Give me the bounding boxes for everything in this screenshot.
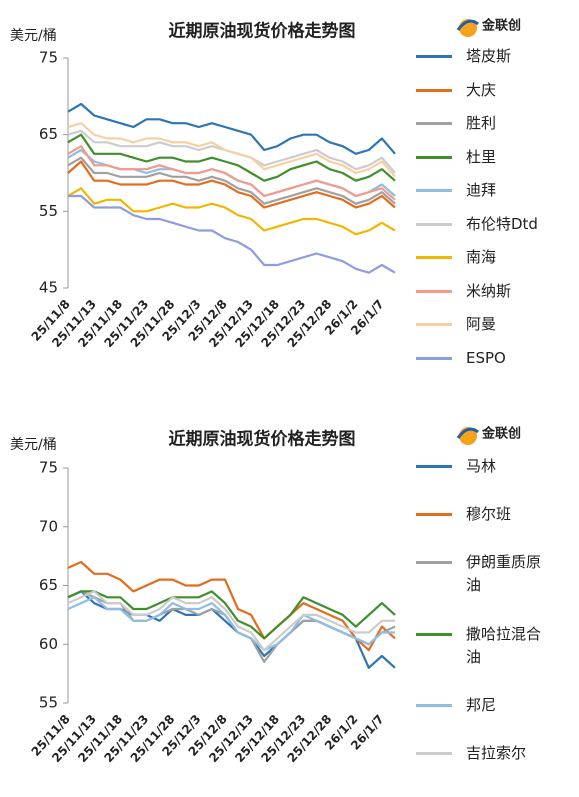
legend-item: 马林 — [416, 455, 576, 478]
legend-label: 布伦特Dtd — [466, 214, 538, 233]
series-line — [67, 187, 396, 236]
legend-label: 米纳斯 — [466, 281, 512, 300]
series-line — [68, 194, 396, 274]
legend-item: 胜利 — [416, 112, 576, 135]
logo-text: 金联创 — [481, 426, 521, 442]
legend-item: 邦尼 — [416, 694, 576, 717]
legend-label: ESPO — [466, 348, 506, 367]
legend-label: 穆尔班 — [466, 505, 512, 524]
legend-swatch — [416, 55, 452, 58]
legend-label: 塔皮斯 — [466, 47, 512, 65]
series-line — [67, 560, 396, 652]
legend-label: 伊朗重质原油 — [466, 553, 542, 595]
y-tick-label: 70 — [39, 517, 58, 535]
legend-swatch — [416, 465, 452, 468]
y-tick-label: 55 — [39, 202, 58, 220]
chart: 近期原油现货价格走势图美元/桶金联创4555657525/11/825/11/1… — [10, 18, 521, 351]
legend-item: 南海 — [416, 246, 576, 269]
y-tick-label: 75 — [39, 459, 58, 477]
legend-label: 邦尼 — [466, 695, 497, 714]
legend-item: 伊朗重质原油 — [416, 551, 576, 597]
logo-text: 金联创 — [481, 18, 521, 34]
y-tick-label: 65 — [39, 576, 58, 594]
legend-item: 杜里 — [416, 146, 576, 169]
legend-label: 南海 — [466, 248, 497, 267]
series-line — [67, 160, 396, 209]
legend-item: ESPO — [416, 347, 576, 370]
y-tick-label: 75 — [39, 49, 58, 67]
y-axis-label: 美元/桶 — [10, 437, 57, 453]
legend-swatch — [416, 222, 452, 226]
series-line — [67, 156, 396, 205]
series-line — [67, 145, 396, 201]
legend: 马林穆尔班伊朗重质原油 撒哈拉混合油邦尼吉拉索尔 — [416, 455, 576, 765]
legend-swatch — [416, 155, 452, 159]
chart-title: 近期原油现货价格走势图 — [169, 21, 356, 42]
series-line — [67, 590, 396, 640]
legend: 塔皮斯大庆胜利杜里迪拜布伦特Dtd 南海米纳斯阿曼 ESPO — [416, 45, 576, 370]
legend-item: 迪拜 — [416, 179, 576, 202]
legend-label: 胜利 — [466, 114, 497, 133]
legend-item: 塔皮斯 — [416, 45, 576, 68]
legend-item: 撒哈拉混合油 — [416, 623, 576, 669]
legend-item: 阿曼 — [416, 313, 576, 336]
legend-label: 阿曼 — [466, 315, 497, 334]
y-axis-label: 美元/桶 — [10, 28, 57, 44]
logo-swoosh — [456, 19, 479, 31]
logo-swoosh — [456, 427, 479, 439]
legend-swatch — [416, 189, 452, 193]
y-tick-label: 55 — [39, 694, 58, 712]
legend-label: 杜里 — [466, 147, 497, 166]
series-line — [67, 122, 396, 178]
legend-swatch — [416, 632, 452, 636]
legend-item: 穆尔班 — [416, 503, 576, 526]
legend-swatch — [416, 703, 452, 707]
legend-label: 撒哈拉混合油 — [466, 624, 542, 666]
legend-swatch — [416, 256, 452, 260]
series-line — [67, 590, 395, 652]
y-tick-label: 60 — [39, 635, 58, 653]
legend-swatch — [416, 289, 452, 293]
legend-item: 米纳斯 — [416, 280, 576, 303]
legend-swatch — [416, 323, 452, 327]
legend-swatch — [416, 356, 452, 360]
legend-swatch — [416, 751, 452, 755]
legend-label: 马林 — [466, 457, 497, 475]
series-line — [67, 102, 396, 155]
legend-swatch — [416, 88, 452, 92]
legend-swatch — [416, 122, 452, 126]
legend-label: 迪拜 — [466, 181, 497, 200]
series-line — [67, 133, 396, 182]
legend-item: 大庆 — [416, 79, 576, 102]
legend-label: 吉拉索尔 — [466, 743, 527, 762]
legend-label: 大庆 — [466, 80, 497, 99]
series-line — [67, 596, 395, 652]
chart: 近期原油现货价格走势图美元/桶金联创556065707525/11/825/11… — [10, 426, 521, 766]
legend-swatch — [416, 561, 452, 565]
y-tick-label: 65 — [39, 125, 58, 143]
y-tick-label: 45 — [39, 279, 58, 297]
legend-swatch — [416, 513, 452, 517]
legend-item: 布伦特Dtd — [416, 213, 576, 236]
legend-item: 吉拉索尔 — [416, 742, 576, 765]
chart-title: 近期原油现货价格走势图 — [169, 429, 356, 450]
